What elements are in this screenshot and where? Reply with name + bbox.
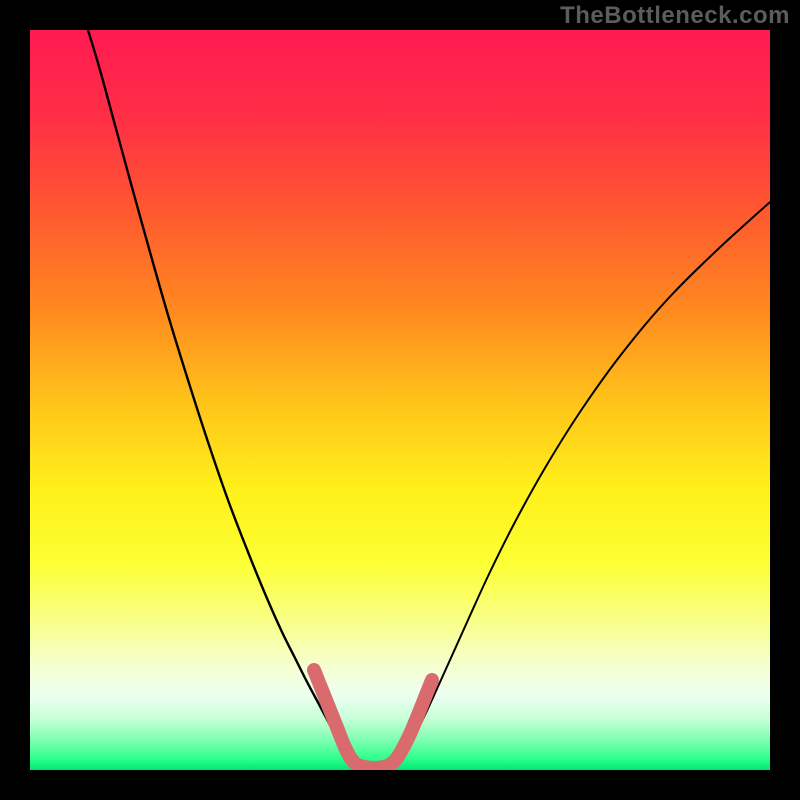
root: { "canvas": { "width": 800, "height": 80… [0, 0, 800, 800]
gradient-background [30, 30, 770, 770]
bottleneck-chart [30, 30, 770, 770]
watermark-text: TheBottleneck.com [560, 2, 790, 30]
